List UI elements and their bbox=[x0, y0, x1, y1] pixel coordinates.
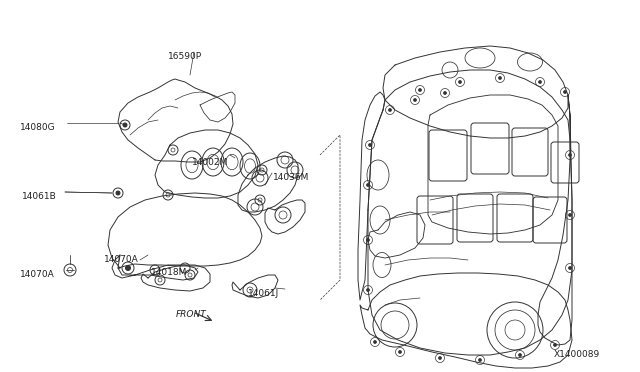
Circle shape bbox=[479, 359, 481, 362]
Text: X1400089: X1400089 bbox=[554, 350, 600, 359]
Text: 14002M: 14002M bbox=[192, 158, 228, 167]
Circle shape bbox=[123, 123, 127, 127]
Text: 14080G: 14080G bbox=[20, 123, 56, 132]
Circle shape bbox=[499, 77, 502, 80]
Text: 14061B: 14061B bbox=[22, 192, 57, 201]
Circle shape bbox=[125, 266, 131, 270]
Circle shape bbox=[554, 343, 557, 346]
Circle shape bbox=[438, 356, 442, 359]
Text: 14018M: 14018M bbox=[151, 268, 188, 277]
Text: 14036M: 14036M bbox=[273, 173, 309, 182]
Circle shape bbox=[388, 109, 392, 112]
Circle shape bbox=[568, 214, 572, 217]
Circle shape bbox=[538, 80, 541, 83]
Text: FRONT: FRONT bbox=[176, 310, 207, 319]
Circle shape bbox=[367, 183, 369, 186]
Circle shape bbox=[399, 350, 401, 353]
Circle shape bbox=[413, 99, 417, 102]
Circle shape bbox=[518, 353, 522, 356]
Text: 16590P: 16590P bbox=[168, 52, 202, 61]
Circle shape bbox=[367, 238, 369, 241]
Text: 14061J: 14061J bbox=[248, 289, 279, 298]
Circle shape bbox=[444, 92, 447, 94]
Circle shape bbox=[116, 191, 120, 195]
Circle shape bbox=[374, 340, 376, 343]
Circle shape bbox=[563, 90, 566, 93]
Circle shape bbox=[458, 80, 461, 83]
Circle shape bbox=[367, 289, 369, 292]
Circle shape bbox=[419, 89, 422, 92]
Circle shape bbox=[369, 144, 371, 147]
Circle shape bbox=[568, 154, 572, 157]
Text: 14070A: 14070A bbox=[104, 255, 139, 264]
Text: 14070A: 14070A bbox=[20, 270, 55, 279]
Circle shape bbox=[568, 266, 572, 269]
